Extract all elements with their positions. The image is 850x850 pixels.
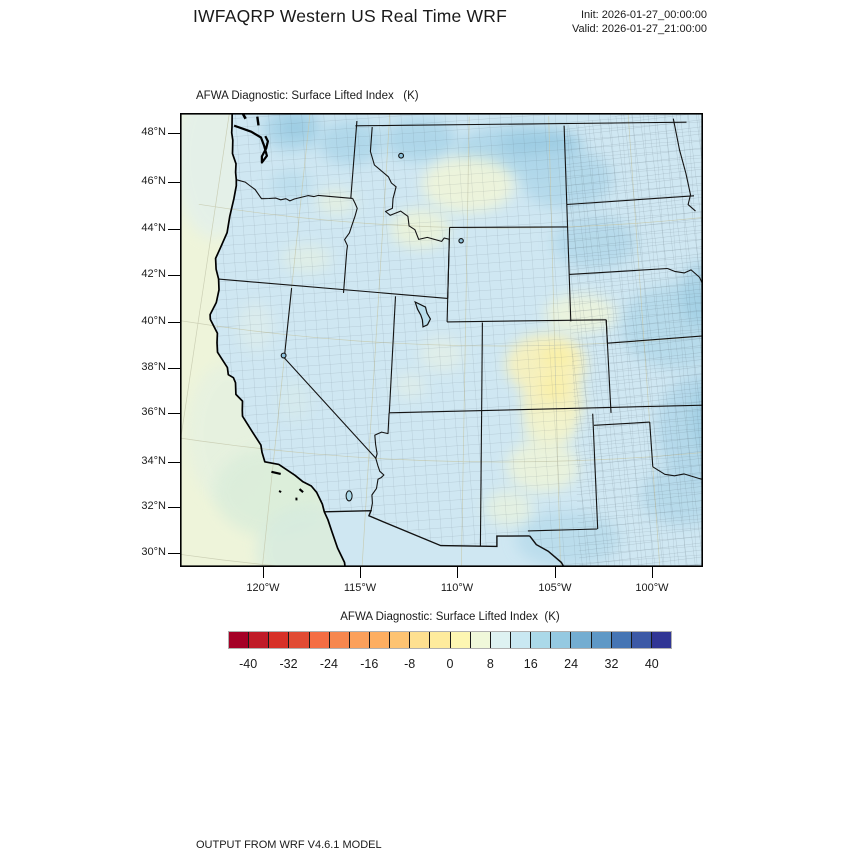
lon-tick-label: 120°W <box>246 582 280 594</box>
lat-tick-label: 46°N <box>141 175 166 187</box>
lon-tick <box>456 567 458 578</box>
lat-tick <box>168 412 180 414</box>
colorbar-cell <box>229 632 250 648</box>
colorbar-cell <box>410 632 431 648</box>
lon-tick-label: 100°W <box>635 582 669 594</box>
lat-tick-label: 38°N <box>141 361 166 373</box>
lon-tick <box>359 567 361 578</box>
colorbar-tick-label: 16 <box>523 657 538 671</box>
lon-tick-label: 110°W <box>440 582 474 594</box>
lon-tick <box>262 567 264 578</box>
lat-tick-label: 36°N <box>141 406 166 418</box>
lat-tick <box>168 181 180 183</box>
colorbar-tick-label: -32 <box>279 657 298 671</box>
lat-tick <box>168 506 180 508</box>
lon-tick <box>651 567 653 578</box>
colorbar-tick-label: 40 <box>644 657 659 671</box>
lon-tick <box>554 567 556 578</box>
colorbar-cell <box>450 632 471 648</box>
colorbar-tick-label: 32 <box>604 657 619 671</box>
colorbar-tick-label: 8 <box>486 657 494 671</box>
valid-time: Valid: 2026-01-27_21:00:00 <box>572 23 707 35</box>
colorbar-tick-label: 0 <box>446 657 454 671</box>
colorbar-cell <box>390 632 411 648</box>
lifted-index-map <box>180 113 703 567</box>
lat-tick <box>168 321 180 323</box>
lat-tick-label: 34°N <box>141 455 166 467</box>
colorbar-tick-label: -24 <box>319 657 338 671</box>
colorbar-tick-label: -40 <box>239 657 258 671</box>
colorbar-cell <box>329 632 350 648</box>
colorbar-title: AFWA Diagnostic: Surface Lifted Index (K… <box>340 611 560 623</box>
lat-tick-label: 42°N <box>141 268 166 280</box>
lat-tick <box>168 461 180 463</box>
colorbar-cell <box>551 632 572 648</box>
init-valid-block: Init: 2026-01-27_00:00:00 Valid: 2026-01… <box>500 8 707 36</box>
colorbar-cell <box>249 632 270 648</box>
colorbar-cell <box>531 632 552 648</box>
colorbar-cell <box>591 632 612 648</box>
lat-tick-label: 30°N <box>141 546 166 558</box>
lon-tick-label: 115°W <box>343 582 377 594</box>
colorbar-cell <box>269 632 290 648</box>
colorbar-cell <box>510 632 532 648</box>
colorbar <box>228 631 672 649</box>
colorbar-cell <box>349 632 370 648</box>
lon-tick-label: 105°W <box>538 582 572 594</box>
lat-tick-label: 44°N <box>141 222 166 234</box>
footer-model-line: OUTPUT FROM WRF V4.6.1 MODEL <box>196 839 382 850</box>
lat-tick-label: 32°N <box>141 500 166 512</box>
page-title: IWFAQRP Western US Real Time WRF <box>193 6 507 26</box>
colorbar-tick-label: -8 <box>404 657 416 671</box>
colorbar-cell <box>369 632 391 648</box>
lat-tick <box>168 367 180 369</box>
lat-tick-label: 48°N <box>141 126 166 138</box>
lat-tick-label: 40°N <box>141 315 166 327</box>
init-time: Init: 2026-01-27_00:00:00 <box>581 9 707 21</box>
colorbar-cell <box>470 632 491 648</box>
colorbar-cell <box>571 632 592 648</box>
colorbar-cell <box>490 632 511 648</box>
colorbar-cell <box>289 632 310 648</box>
colorbar-cell <box>430 632 451 648</box>
colorbar-tick-label: 24 <box>564 657 579 671</box>
lat-tick <box>168 274 180 276</box>
lat-tick <box>168 132 180 134</box>
colorbar-cell <box>651 632 672 648</box>
lat-tick <box>168 228 180 230</box>
colorbar-cell <box>611 632 632 648</box>
map-canvas <box>180 113 703 567</box>
colorbar-cell <box>309 632 330 648</box>
colorbar-cell <box>631 632 652 648</box>
footer-notes: OUTPUT FROM WRF V4.6.1 MODEL WE = 310 ; … <box>196 810 629 850</box>
lat-tick <box>168 552 180 554</box>
map-title: AFWA Diagnostic: Surface Lifted Index (K… <box>196 90 419 102</box>
colorbar-tick-label: -16 <box>360 657 379 671</box>
